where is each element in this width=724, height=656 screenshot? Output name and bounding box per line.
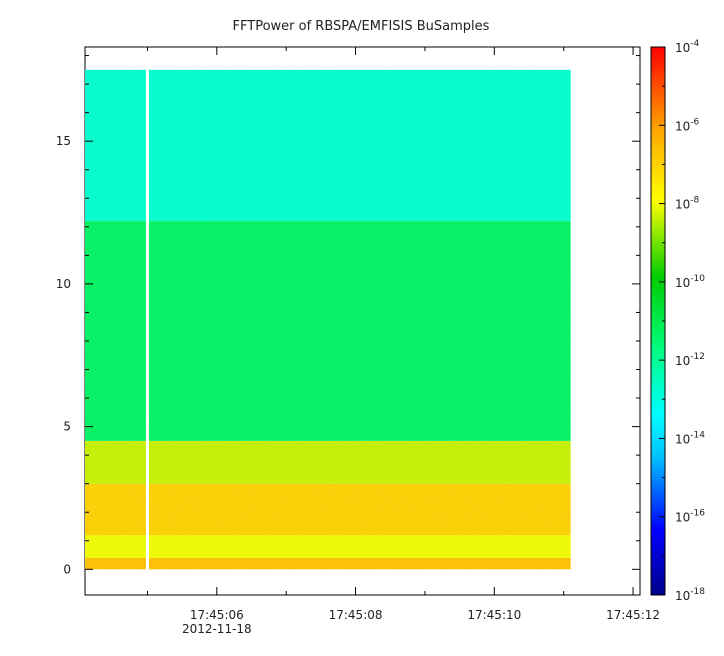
chart-title: FFTPower of RBSPA/EMFISIS BuSamples	[233, 19, 490, 34]
y-tick-label: 0	[63, 562, 71, 576]
colorbar-tick-label: 10-12	[675, 352, 705, 368]
spectrogram-image	[85, 69, 571, 570]
colorbar-tick-label: 10-14	[675, 430, 705, 446]
y-axis: 0 5 10 15	[56, 55, 640, 576]
colorbar-tick-label: 10-4	[675, 39, 700, 55]
colorbar-tick-label: 10-10	[675, 274, 705, 290]
colorbar-tick-label: 10-16	[675, 509, 705, 525]
x-tick-label: 17:45:08	[329, 608, 383, 622]
x-tick-label: 17:45:12	[606, 608, 660, 622]
y-tick-label: 5	[63, 420, 71, 434]
spectrogram-texture	[85, 69, 571, 570]
x-tick-label: 17:45:10	[467, 608, 521, 622]
y-tick-label: 15	[56, 134, 71, 148]
colorbar-tick-label: 10-8	[675, 196, 700, 212]
x-tick-sublabel: 2012-11-18	[182, 622, 252, 636]
colorbar-axis: 10-4 10-6 10-8 10-10 10-12 10-14 10-16 10-18	[659, 39, 705, 603]
y-tick-label: 10	[56, 277, 71, 291]
colorbar-tick-label: 10-18	[675, 587, 705, 603]
x-tick-label: 17:45:06	[190, 608, 244, 622]
data-gap	[145, 69, 149, 570]
colorbar-tick-label: 10-6	[675, 117, 700, 133]
